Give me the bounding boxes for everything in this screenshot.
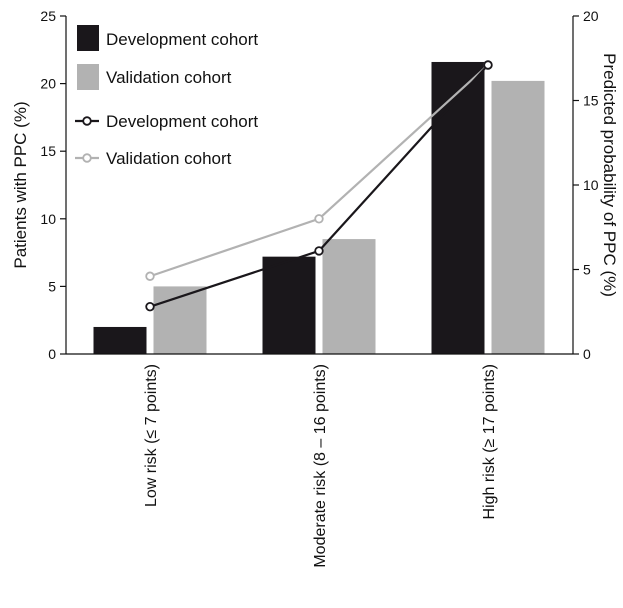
left-tick-label-3: 15 — [40, 143, 56, 159]
right-tick-label-3: 15 — [583, 93, 599, 109]
legend: Development cohort Validation cohort Dev… — [75, 25, 258, 168]
right-tick-label-0: 0 — [583, 346, 591, 362]
left-tick-label-0: 0 — [48, 346, 56, 362]
category-label-0: Low risk (≤ 7 points) — [143, 364, 160, 507]
right-tick-label-4: 20 — [583, 8, 599, 24]
bar-validation-1 — [322, 239, 376, 354]
right-tick-label-1: 5 — [583, 262, 591, 278]
legend-label-bar-development: Development cohort — [106, 30, 258, 49]
left-tick-label-2: 10 — [40, 211, 56, 227]
right-tick-label-2: 10 — [583, 177, 599, 193]
point-development-2 — [483, 60, 493, 70]
left-y-ticks: 0 5 10 15 20 25 — [40, 8, 66, 362]
bar-validation-2 — [491, 80, 545, 355]
point-validation-0 — [145, 271, 155, 281]
x-category-labels: Low risk (≤ 7 points) Moderate risk (8 – … — [143, 364, 498, 568]
point-development-1 — [314, 246, 324, 256]
legend-label-bar-validation: Validation cohort — [106, 68, 232, 87]
right-y-ticks: 0 5 10 15 20 — [573, 8, 599, 362]
point-validation-1 — [314, 214, 324, 224]
bar-development-0 — [93, 326, 147, 354]
point-development-0 — [145, 301, 155, 312]
legend-label-line-development: Development cohort — [106, 112, 258, 131]
bar-development-1 — [262, 256, 316, 354]
left-tick-label-4: 20 — [40, 76, 56, 92]
bars — [93, 61, 545, 355]
legend-marker-validation — [82, 153, 92, 163]
left-y-axis-title: Patients with PPC (%) — [11, 101, 30, 268]
legend-marker-development — [82, 116, 92, 126]
bar-development-2 — [431, 61, 485, 355]
left-tick-label-1: 5 — [48, 278, 56, 294]
legend-label-line-validation: Validation cohort — [106, 149, 232, 168]
category-label-2: High risk (≥ 17 points) — [481, 364, 498, 520]
legend-swatch-bar-development — [77, 25, 99, 51]
lines — [145, 60, 493, 312]
legend-swatch-bar-validation — [77, 64, 99, 90]
right-y-axis-title: Predicted probability of PPC (%) — [600, 53, 619, 297]
category-label-1: Moderate risk (8 – 16 points) — [312, 364, 329, 568]
left-tick-label-5: 25 — [40, 8, 56, 24]
